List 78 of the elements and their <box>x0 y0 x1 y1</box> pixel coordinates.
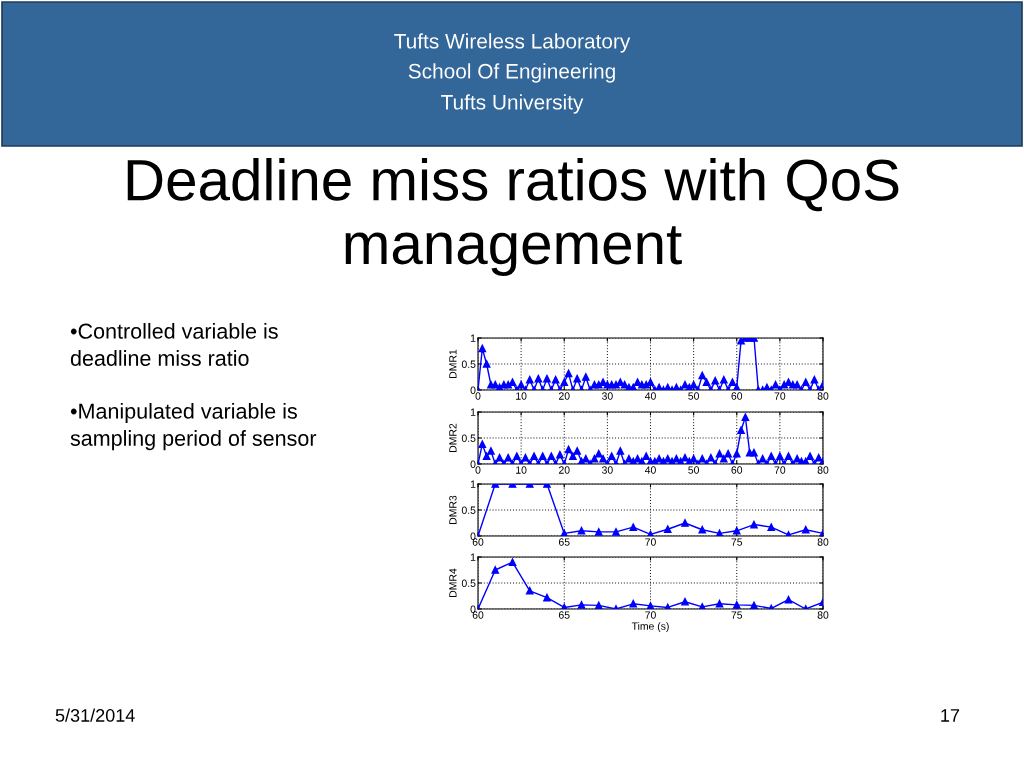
point <box>612 528 620 536</box>
x-tick-label: 80 <box>817 538 829 546</box>
y-axis-title: DMR2 <box>449 423 457 452</box>
x-tick-label: 40 <box>644 392 656 400</box>
text: 5/31/2014 <box>55 708 135 722</box>
y-axis-title: DMR1 <box>449 349 457 378</box>
point <box>577 526 586 535</box>
x-tick-label: 60 <box>731 392 743 400</box>
text: 17 <box>941 709 960 722</box>
x-axis-title: Time (s) <box>631 622 669 632</box>
x-tick-label: 10 <box>516 466 527 474</box>
x-tick-label: 50 <box>688 392 700 400</box>
point <box>681 597 689 606</box>
point <box>491 566 500 574</box>
x-tick-label: 65 <box>558 538 570 546</box>
x-tick-label: 50 <box>688 466 700 474</box>
point <box>560 529 569 536</box>
y-tick-label: 0 <box>470 460 476 468</box>
y-tick-label: 0 <box>470 605 476 613</box>
x-tick-label: 30 <box>601 466 613 474</box>
x-tick-label: 70 <box>645 611 656 619</box>
x-tick-label: 70 <box>645 538 656 546</box>
y-tick-label: 1 <box>470 408 476 416</box>
point <box>577 601 586 609</box>
point <box>767 523 776 531</box>
point <box>698 525 707 534</box>
point <box>732 526 741 535</box>
point <box>543 593 551 602</box>
y-tick-label: 1 <box>470 553 476 561</box>
point <box>715 599 724 608</box>
y-tick-label: 0.5 <box>461 434 476 442</box>
text: Tufts University <box>441 94 584 114</box>
point <box>732 601 741 609</box>
point <box>750 520 758 529</box>
x-tick-label: 60 <box>472 611 484 619</box>
point <box>750 601 758 609</box>
y-axis-title: DMR4 <box>449 568 457 597</box>
point <box>663 525 672 534</box>
x-tick-label: 0 <box>475 466 481 474</box>
point <box>508 558 517 567</box>
x-tick-label: 75 <box>731 538 743 546</box>
x-tick-label: 60 <box>472 538 484 546</box>
line-series <box>478 484 823 536</box>
text: School Of Engineering <box>408 63 615 83</box>
point <box>629 523 638 531</box>
point <box>594 528 603 536</box>
point <box>681 519 689 527</box>
y-tick-label: 0 <box>470 532 476 540</box>
point <box>525 586 534 595</box>
point <box>784 595 793 604</box>
y-tick-label: 0.5 <box>461 506 476 514</box>
x-tick-label: 80 <box>817 392 829 400</box>
chart-title: Deadline miss ratios with QoS management <box>127 158 899 277</box>
x-tick-label: 20 <box>558 466 570 474</box>
x-tick-label: 70 <box>774 392 786 400</box>
text: •Manipulated variable is sampling period of sensor <box>70 403 317 451</box>
x-tick-label: 40 <box>644 466 656 474</box>
y-tick-label: 0.5 <box>461 579 476 587</box>
y-tick-label: 0 <box>470 386 476 394</box>
x-tick-label: 80 <box>817 611 829 619</box>
y-axis-title: DMR3 <box>449 495 457 524</box>
x-tick-label: 60 <box>731 466 743 474</box>
x-tick-label: 65 <box>558 611 570 619</box>
x-tick-label: 0 <box>475 392 481 400</box>
text: Tufts Wireless Laboratory <box>394 33 631 53</box>
x-tick-label: 70 <box>774 466 786 474</box>
point <box>629 599 638 608</box>
x-tick-label: 20 <box>558 392 570 400</box>
y-tick-label: 1 <box>470 334 476 342</box>
text: •Controlled variable is deadline miss ratio <box>70 323 278 366</box>
x-tick-label: 80 <box>817 466 829 474</box>
y-tick-label: 1 <box>470 480 476 488</box>
point <box>594 601 603 609</box>
y-tick-label: 0.5 <box>461 360 476 368</box>
x-tick-label: 10 <box>516 392 527 400</box>
point <box>801 525 810 534</box>
x-tick-label: 75 <box>731 611 743 619</box>
x-tick-label: 30 <box>601 392 613 400</box>
